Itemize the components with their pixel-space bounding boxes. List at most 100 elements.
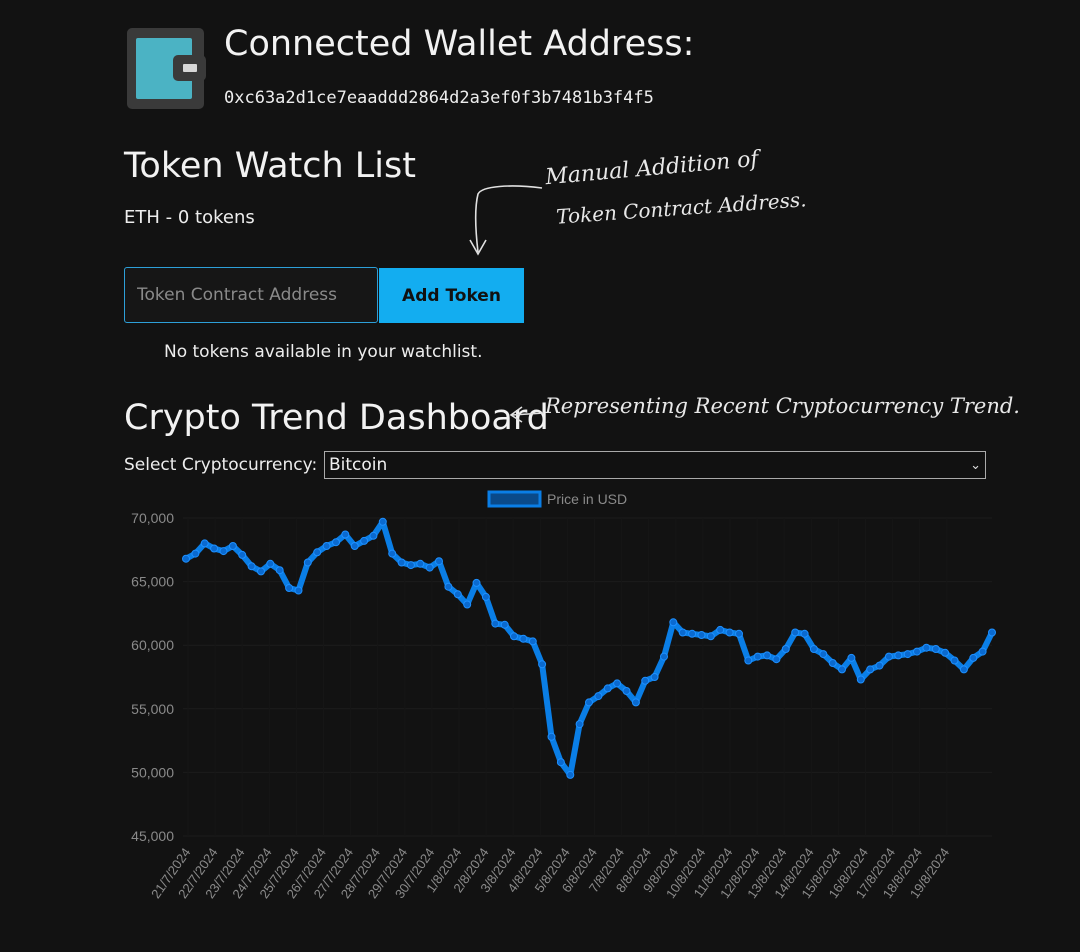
data-point [397,558,406,567]
data-point [884,652,893,661]
wallet-clasp-dot [183,64,197,72]
data-point [556,758,565,767]
add-token-button[interactable]: Add Token [379,268,524,323]
data-point [613,679,622,688]
data-point [735,629,743,638]
data-point [566,770,575,779]
data-point [341,530,350,539]
data-point [219,547,228,556]
data-point [697,631,706,639]
data-point [622,687,631,695]
data-point [575,720,584,729]
data-point [425,563,434,572]
empty-watchlist-message: No tokens available in your watchlist. [164,342,483,362]
data-point [688,629,697,638]
data-point [453,590,462,599]
data-point [725,628,734,637]
data-point [828,659,837,667]
data-point [481,592,490,601]
data-point [228,542,237,550]
data-point [978,647,987,656]
select-crypto-label: Select Cryptocurrency: [124,455,318,475]
wallet-icon [127,28,206,109]
data-point [988,628,996,637]
data-point [285,584,294,592]
data-point [406,561,415,570]
watchlist-title: Token Watch List [124,146,416,186]
data-point [378,517,387,526]
legend-label: Price in USD [547,491,627,507]
data-point [809,645,818,653]
data-point [435,557,443,566]
x-axis-ticks: 21/7/202422/7/202423/7/202424/7/202425/7… [148,845,952,901]
data-point [931,645,940,653]
y-tick-label: 45,000 [131,828,174,844]
legend-swatch [487,490,542,508]
annotation-arrow-left [509,406,545,423]
data-point [959,665,968,674]
crypto-select-value: Bitcoin [329,455,388,475]
data-point [538,660,547,669]
data-point [631,698,640,707]
chevron-down-icon: ⌄ [970,457,981,473]
data-point [594,692,603,701]
data-point [294,586,303,595]
wallet-address: 0xc63a2d1ce7eaaddd2864d2a3ef0f3b7481b3f4… [224,88,654,108]
wallet-title: Connected Wallet Address: [224,24,695,64]
data-point [369,531,378,540]
data-point [706,632,715,641]
data-point [744,656,753,665]
data-point [866,665,875,674]
data-point [182,554,190,563]
y-axis-ticks: 70,000 65,000 60,000 55,000 50,000 45,000 [131,510,174,844]
data-point [875,661,884,670]
data-point [678,628,687,637]
data-point [716,625,725,634]
data-point [763,651,772,660]
data-point [275,566,284,575]
data-point [950,656,959,665]
data-point [603,684,612,693]
data-point [772,655,781,664]
data-point [519,634,528,643]
dashboard-title: Crypto Trend Dashboard [124,398,549,438]
data-point [388,549,397,558]
y-tick-label: 50,000 [131,764,174,780]
price-chart: Price in USD 70,000 65,000 60,000 55,000 50,… [131,490,996,901]
data-point [800,629,809,638]
data-point [500,620,509,629]
data-point [444,582,453,591]
data-point [332,538,340,547]
data-point [781,645,790,653]
data-point [913,647,921,656]
data-point [641,676,650,685]
chart-legend: Price in USD [487,490,627,508]
data-point [257,567,265,576]
data-point [510,632,518,641]
y-tick-label: 65,000 [131,574,174,590]
data-point [238,550,247,559]
data-point [819,650,828,659]
data-point [903,650,912,659]
annotation-arrow-down [469,185,543,256]
data-point [547,732,556,741]
data-point [650,673,659,681]
data-point [266,559,275,568]
crypto-select[interactable]: Bitcoin ⌄ [324,451,986,479]
data-point [200,539,209,548]
data-point [753,652,762,661]
token-contract-input[interactable] [124,267,378,323]
data-point [472,578,481,587]
annotation-trend: Representing Recent Cryptocurrency Trend… [545,394,1020,418]
data-point [669,618,678,627]
data-point [463,600,472,609]
chart-grid [183,517,992,837]
data-point [210,544,219,553]
data-point [660,652,668,661]
y-tick-label: 60,000 [131,637,174,653]
data-point [922,643,931,652]
data-point [585,698,593,707]
data-point [969,653,978,662]
data-point [322,542,331,550]
